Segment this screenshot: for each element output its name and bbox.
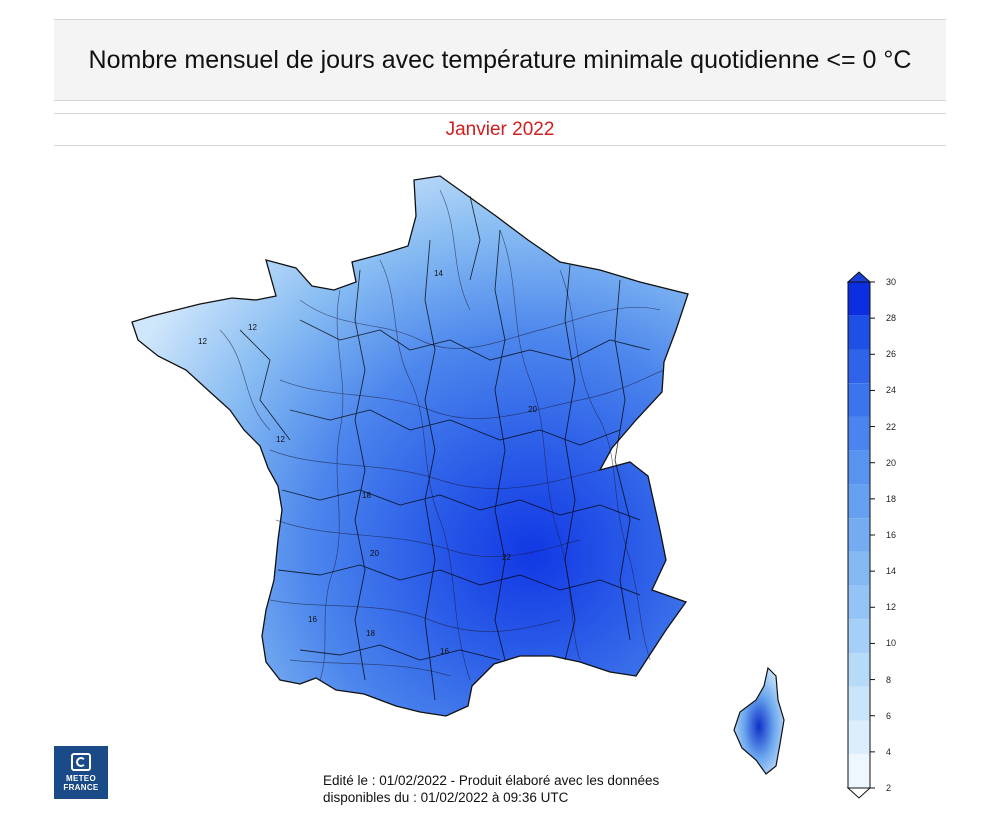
legend-tick-label: 30 (886, 277, 897, 287)
contour-label: 14 (434, 269, 443, 278)
legend-bar (846, 271, 875, 799)
contour-label: 20 (370, 549, 379, 558)
footer-line-2: disponibles du : 01/02/2022 à 09:36 UTC (323, 790, 569, 805)
logo-line-2: FRANCE (63, 783, 99, 792)
legend-tick-label: 6 (886, 710, 892, 721)
logo-line-1: METEO (66, 774, 96, 783)
map-title: Nombre mensuel de jours avec température… (88, 46, 912, 74)
contour-label: 20 (528, 405, 537, 414)
legend-color-step (848, 349, 870, 384)
period-label: Janvier 2022 (445, 118, 555, 140)
department-boundaries (239, 195, 651, 701)
legend-max-arrow (846, 271, 872, 283)
title-banner: Nombre mensuel de jours avec température… (54, 19, 946, 101)
meteo-france-logo: METEO FRANCE (54, 746, 108, 799)
contour-lines (219, 189, 665, 681)
contour-label: 22 (502, 553, 511, 562)
legend-tick-label: 26 (886, 349, 897, 360)
contour-label: 18 (366, 629, 375, 638)
legend-tick-label: 14 (886, 566, 897, 577)
legend-tick-label: 2 (886, 783, 892, 793)
legend-color-step (848, 484, 870, 519)
legend-color-step (848, 619, 870, 654)
legend-tick-label: 24 (886, 385, 897, 396)
legend-min-arrow (846, 787, 872, 799)
legend-color-step (848, 282, 870, 316)
contour-label: 16 (440, 647, 449, 656)
legend-color-step (848, 686, 870, 721)
color-scale-legend: 30 28 26 24 22 20 18 16 14 12 10 8 6 4 2 (842, 270, 902, 800)
legend-color-step (848, 518, 870, 552)
legend-tick-label: 20 (886, 457, 897, 468)
contour-label-group: 14 12 12 20 18 20 22 18 16 16 12 (198, 269, 537, 656)
contour-label: 12 (198, 337, 207, 346)
legend-color-step (848, 754, 870, 788)
legend-tick-label: 18 (886, 493, 897, 504)
contour-label: 18 (362, 491, 371, 500)
legend-tick-label: 4 (886, 746, 892, 757)
edition-footer: Edité le : 01/02/2022 - Produit élaboré … (323, 772, 659, 806)
legend-color-step (848, 315, 870, 350)
legend-tick-label: 10 (886, 638, 897, 649)
contour-label: 12 (248, 323, 257, 332)
legend-tick-label: 8 (886, 674, 892, 685)
legend-tick-label: 16 (886, 530, 897, 540)
legend-color-step (848, 383, 870, 417)
legend-color-step (848, 551, 870, 586)
legend-color-step (848, 720, 870, 755)
footer-line-1: Edité le : 01/02/2022 - Produit élaboré … (323, 773, 660, 788)
legend-color-step (848, 450, 870, 485)
legend-color-step (848, 416, 870, 451)
legend-tick-label: 28 (886, 313, 897, 324)
legend-color-step (848, 653, 870, 687)
contour-label: 16 (308, 615, 317, 624)
period-banner: Janvier 2022 (54, 113, 946, 146)
legend-tick-label: 22 (886, 421, 897, 432)
corsica (733, 666, 785, 775)
contour-label: 12 (276, 435, 285, 444)
legend-tick-label: 12 (886, 602, 897, 613)
meteo-france-mark-icon (71, 753, 91, 771)
legend-color-step (848, 585, 870, 620)
mainland-france (131, 175, 689, 717)
